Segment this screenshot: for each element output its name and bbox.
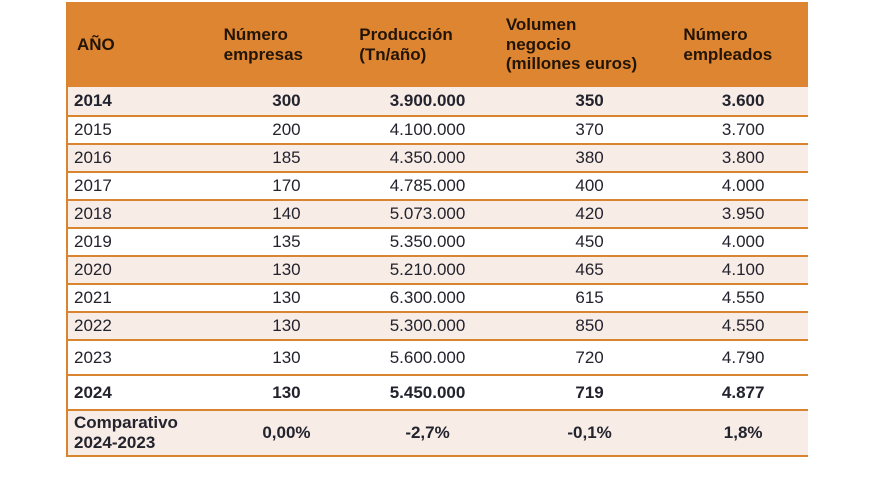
employees-cell: 4.000: [721, 176, 765, 195]
companies-cell: 185: [272, 148, 301, 167]
revenue-cell: 370: [575, 120, 604, 139]
comparative-companies: 0,00%: [262, 423, 311, 442]
revenue-cell: 420: [575, 204, 604, 223]
companies-cell: 130: [272, 288, 301, 307]
production-cell: 6.300.000: [389, 288, 466, 307]
revenue-cell: 850: [575, 316, 604, 335]
production-cell: 5.350.000: [389, 232, 466, 251]
header-companies: Número empresas: [223, 24, 303, 64]
production-cell: 5.073.000: [389, 204, 466, 223]
year-cell: 2018: [74, 204, 112, 223]
revenue-cell: 719: [575, 382, 604, 402]
year-cell: 2019: [74, 232, 112, 251]
header-revenue: Volumen negocio (millones euros): [505, 15, 638, 74]
year-cell: 2020: [74, 260, 112, 279]
employees-cell: 4.550: [721, 316, 765, 335]
production-cell: 4.100.000: [389, 120, 466, 139]
year-cell: 2016: [74, 148, 112, 167]
employees-cell: 4.877: [721, 382, 765, 402]
revenue-cell: 380: [575, 148, 604, 167]
table-row: 2023 130 5.600.000 720 4.790: [68, 339, 808, 374]
revenue-cell: 465: [575, 260, 604, 279]
year-cell: 2023: [74, 347, 112, 367]
production-cell: 5.210.000: [389, 260, 466, 279]
table-row: 2021 130 6.300.000 615 4.550: [68, 283, 808, 311]
revenue-cell: 450: [575, 232, 604, 251]
comparative-employees: 1,8%: [723, 423, 763, 442]
production-cell: 4.350.000: [389, 148, 466, 167]
comparative-row: Comparativo 2024-2023 0,00% -2,7% -0,1% …: [68, 409, 808, 455]
table-row: 2015 200 4.100.000 370 3.700: [68, 115, 808, 143]
header-employees: Número empleados: [683, 24, 773, 64]
table-row: 2022 130 5.300.000 850 4.550: [68, 311, 808, 339]
employees-cell: 4.000: [721, 232, 765, 251]
revenue-cell: 615: [575, 288, 604, 307]
table-row: 2020 130 5.210.000 465 4.100: [68, 255, 808, 283]
production-cell: 4.785.000: [389, 176, 466, 195]
table-row: 2019 135 5.350.000 450 4.000: [68, 227, 808, 255]
header-production: Producción (Tn/año): [359, 24, 453, 64]
production-cell: 5.600.000: [389, 347, 466, 367]
table-row: 2024 130 5.450.000 719 4.877: [68, 374, 808, 409]
comparative-label: Comparativo 2024-2023: [74, 413, 178, 452]
employees-cell: 4.790: [721, 347, 765, 367]
companies-cell: 130: [272, 382, 301, 402]
production-cell: 5.450.000: [389, 382, 466, 402]
companies-cell: 170: [272, 176, 301, 195]
header-year: AÑO: [77, 34, 115, 54]
companies-cell: 130: [272, 347, 301, 367]
year-cell: 2021: [74, 288, 112, 307]
companies-cell: 135: [272, 232, 301, 251]
revenue-cell: 350: [575, 91, 604, 110]
table-body: 2014 300 3.900.000 350 3.600 2015 200 4.100.000…: [68, 87, 808, 409]
table-row: 2018 140 5.073.000 420 3.950: [68, 199, 808, 227]
employees-cell: 3.600: [721, 91, 765, 110]
table-row: 2017 170 4.785.000 400 4.000: [68, 171, 808, 199]
year-cell: 2017: [74, 176, 112, 195]
revenue-cell: 400: [575, 176, 604, 195]
table-header-row: AÑO Número empresas Producción (Tn/año) …: [68, 2, 808, 87]
employees-cell: 4.100: [721, 260, 765, 279]
table-row: 2014 300 3.900.000 350 3.600: [68, 87, 808, 115]
year-cell: 2014: [74, 91, 112, 110]
year-cell: 2022: [74, 316, 112, 335]
companies-cell: 130: [272, 316, 301, 335]
comparative-revenue: -0,1%: [567, 423, 612, 442]
companies-cell: 300: [272, 91, 301, 110]
employees-cell: 4.550: [721, 288, 765, 307]
production-cell: 5.300.000: [389, 316, 466, 335]
revenue-cell: 720: [575, 347, 604, 367]
comparative-production: -2,7%: [405, 423, 450, 442]
industry-data-table: AÑO Número empresas Producción (Tn/año) …: [66, 2, 808, 457]
employees-cell: 3.950: [721, 204, 765, 223]
companies-cell: 130: [272, 260, 301, 279]
table-row: 2016 185 4.350.000 380 3.800: [68, 143, 808, 171]
companies-cell: 140: [272, 204, 301, 223]
year-cell: 2015: [74, 120, 112, 139]
year-cell: 2024: [74, 382, 112, 402]
employees-cell: 3.700: [721, 120, 765, 139]
employees-cell: 3.800: [721, 148, 765, 167]
companies-cell: 200: [272, 120, 301, 139]
production-cell: 3.900.000: [389, 91, 466, 110]
